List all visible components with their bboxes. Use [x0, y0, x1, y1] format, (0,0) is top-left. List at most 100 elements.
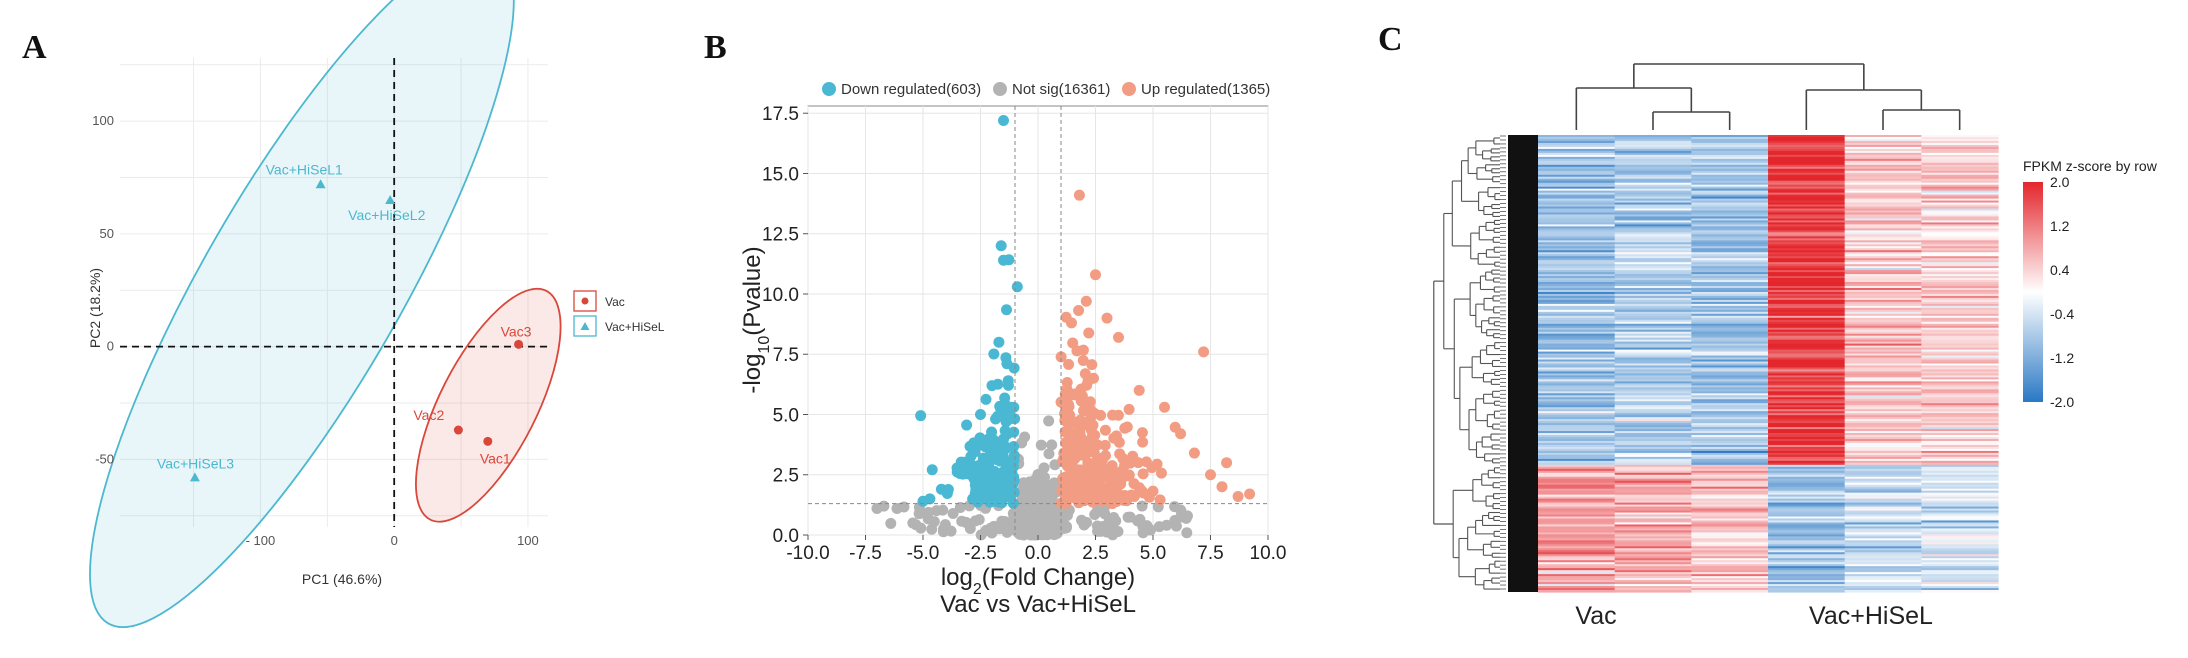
heatmap-cell — [1538, 446, 1616, 450]
heatmap-cell — [1614, 244, 1692, 247]
heatmap-cell — [1768, 542, 1846, 545]
heatmap-cell — [1844, 254, 1922, 257]
heatmap-cell — [1921, 435, 1999, 438]
heatmap-cell — [1768, 244, 1846, 247]
heatmap-cell — [1538, 196, 1616, 200]
heatmap-cell — [1614, 444, 1692, 448]
heatmap-cell — [1538, 248, 1616, 251]
heatmap-cell — [1921, 540, 1999, 543]
heatmap-cell — [1844, 365, 1922, 369]
volcano-point-up — [1066, 484, 1078, 496]
heatmap-cell — [1691, 391, 1769, 394]
heatmap-cell — [1921, 526, 1999, 530]
heatmap-cell — [1538, 272, 1616, 275]
heatmap-cell — [1691, 339, 1769, 343]
heatmap-cell — [1844, 393, 1922, 396]
heatmap-cell — [1614, 254, 1692, 257]
heatmap-cell — [1844, 576, 1922, 579]
heatmap-cell — [1921, 216, 1999, 220]
heatmap-cell — [1844, 186, 1922, 190]
heatmap-cell — [1921, 494, 1999, 498]
heatmap-cell — [1538, 439, 1616, 442]
heatmap-cell — [1844, 516, 1922, 520]
heatmap-cell — [1614, 341, 1692, 345]
heatmap-cell — [1844, 158, 1922, 162]
heatmap-cell — [1538, 218, 1616, 222]
heatmap-cell — [1538, 590, 1616, 593]
heatmap-cell — [1921, 379, 1999, 382]
volcano-point-up — [1137, 436, 1149, 448]
heatmap-cell — [1844, 504, 1922, 508]
volcano-point-notsig — [1041, 501, 1053, 513]
heatmap-cell — [1538, 230, 1616, 233]
volcano-point-up — [1133, 384, 1145, 396]
heatmap-cell — [1691, 321, 1769, 325]
heatmap-cell — [1614, 405, 1692, 408]
heatmap-cell — [1768, 560, 1846, 563]
heatmap-cell — [1538, 333, 1616, 337]
heatmap-cell — [1691, 276, 1769, 279]
heatmap-cell — [1614, 542, 1692, 545]
heatmap-cell — [1768, 482, 1846, 486]
heatmap-cell — [1921, 508, 1999, 512]
heatmap-cell — [1844, 204, 1922, 208]
heatmap-cell — [1768, 488, 1846, 492]
heatmap-cell — [1691, 206, 1769, 210]
heatmap-cell — [1538, 534, 1616, 537]
pca-x-axis-label: PC1 (46.6%) — [302, 571, 382, 587]
heatmap-cell — [1844, 236, 1922, 239]
heatmap-cell — [1538, 395, 1616, 398]
heatmap-cell — [1768, 258, 1846, 261]
heatmap-cell — [1768, 446, 1846, 450]
heatmap-cell — [1921, 335, 1999, 339]
heatmap-cell — [1614, 381, 1692, 384]
heatmap-cell — [1844, 307, 1922, 311]
heatmap-cell — [1768, 423, 1846, 426]
heatmap-cell — [1538, 198, 1616, 202]
volcano-subtitle: Vac vs Vac+HiSeL — [940, 591, 1136, 618]
colorbar-tick-label: -0.4 — [2050, 306, 2074, 322]
heatmap-cell — [1691, 351, 1769, 355]
heatmap-cell — [1921, 566, 1999, 569]
heatmap-cell — [1844, 214, 1922, 218]
volcano-point-down — [970, 483, 982, 495]
volcano-point-notsig — [988, 520, 1000, 532]
heatmap-cell — [1614, 544, 1692, 547]
heatmap-cell — [1691, 188, 1769, 192]
pca-y-tick: 0 — [107, 339, 114, 354]
heatmap-cell — [1921, 564, 1999, 567]
heatmap-cell — [1768, 335, 1846, 339]
heatmap-cell — [1614, 524, 1692, 528]
heatmap-cell — [1614, 395, 1692, 398]
heatmap-cell — [1691, 532, 1769, 535]
heatmap-cell — [1614, 148, 1692, 152]
heatmap-cell — [1614, 367, 1692, 371]
heatmap-cell — [1691, 218, 1769, 222]
volcano-point-up — [1065, 317, 1077, 329]
volcano-point-up — [1133, 482, 1145, 494]
heatmap-cell — [1614, 331, 1692, 335]
heatmap-cell — [1691, 246, 1769, 249]
heatmap-cell — [1921, 375, 1999, 379]
heatmap-cell — [1614, 435, 1692, 438]
heatmap-cell — [1614, 323, 1692, 327]
heatmap-cell — [1614, 427, 1692, 430]
heatmap-cell — [1691, 468, 1769, 472]
heatmap-cell — [1844, 510, 1922, 514]
heatmap-cell — [1691, 560, 1769, 563]
heatmap-cell — [1844, 226, 1922, 229]
heatmap-cell — [1768, 349, 1846, 353]
heatmap-cell — [1614, 260, 1692, 263]
heatmap-cell — [1614, 389, 1692, 392]
volcano-point-down — [1001, 304, 1013, 316]
heatmap-cell — [1614, 486, 1692, 490]
heatmap-cell — [1844, 584, 1922, 587]
volcano-point-up — [1063, 358, 1075, 370]
row-label-strip — [1508, 135, 1538, 592]
heatmap-cell — [1614, 403, 1692, 406]
volcano-x-tick: -2.5 — [964, 543, 997, 564]
heatmap-cell — [1614, 204, 1692, 208]
heatmap-cell — [1538, 335, 1616, 339]
heatmap-cell — [1921, 582, 1999, 585]
heatmap-cell — [1921, 442, 1999, 446]
